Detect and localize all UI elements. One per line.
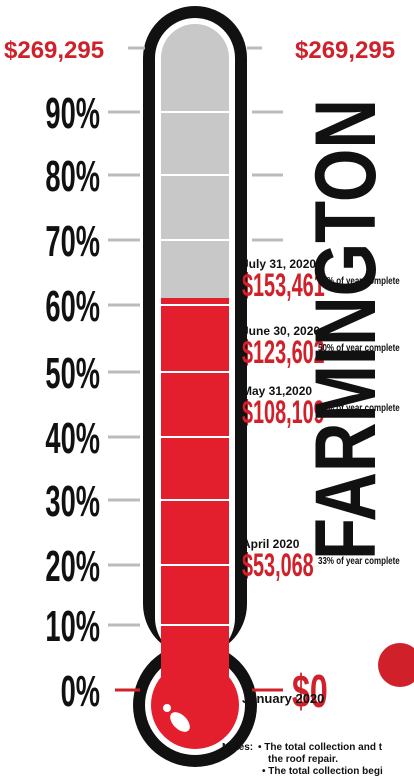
- top-left-amount: $269,295: [4, 37, 104, 64]
- scale-label: 10%: [45, 601, 100, 650]
- notes-line: • The total collection and t: [258, 742, 383, 753]
- thermometer: [133, 6, 257, 767]
- side-title: FARMINGTON: [298, 99, 394, 560]
- scale-label: 0%: [61, 666, 100, 715]
- scale-label: 80%: [45, 151, 100, 200]
- start-label: January 2020: [242, 691, 324, 706]
- scale-label: 20%: [45, 541, 100, 590]
- scale-label: 60%: [45, 281, 100, 330]
- scale-label: 70%: [45, 216, 100, 265]
- scale-label: 30%: [45, 476, 100, 525]
- infographic: $269,295 $269,295 90% 80% 70% 60% 50% 40% 30% 2…: [0, 0, 414, 778]
- scale-label: 40%: [45, 413, 100, 462]
- notes-line: the roof repair.: [268, 754, 338, 765]
- notes-label: Notes:: [222, 742, 253, 753]
- top-right-amount: $269,295: [295, 37, 395, 64]
- notes-line: • The total collection begi: [262, 766, 383, 777]
- scale-label: 90%: [45, 88, 100, 137]
- scale-label: 50%: [45, 348, 100, 397]
